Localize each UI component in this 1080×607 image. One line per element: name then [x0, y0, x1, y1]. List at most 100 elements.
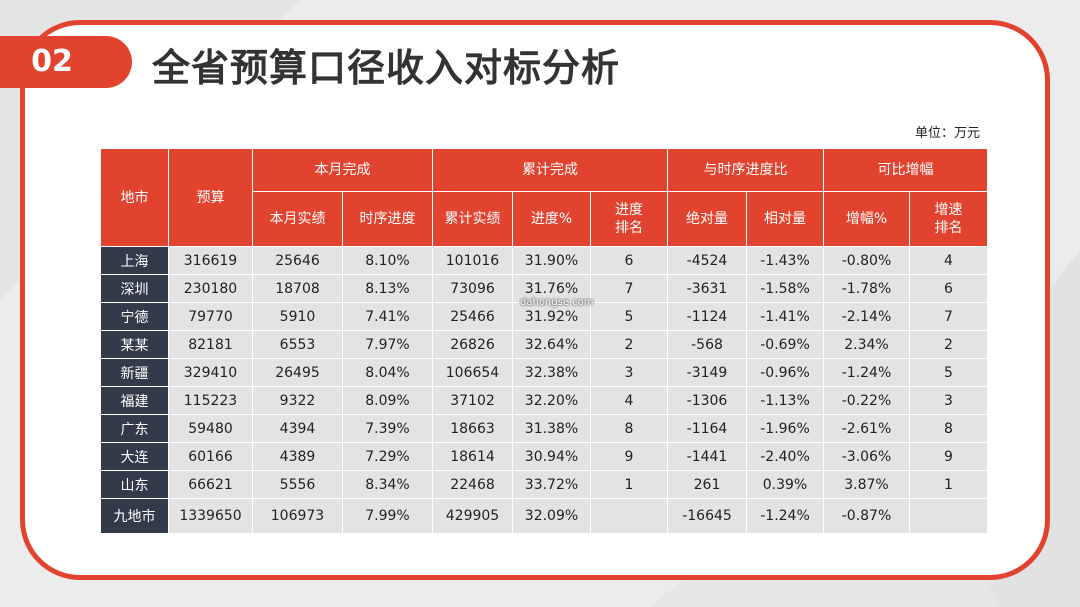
table-row: 新疆 329410 26495 8.04% 106654 32.38% 3 -3149 -0.9… [100, 358, 988, 387]
revenue-benchmark-table: 地市 预算 本月完成 累计完成 与时序进度比 可比增幅 本月实绩 时序进度 累计… [100, 148, 988, 534]
table-cell: 115223 [168, 386, 253, 415]
table-cell: -1.78% [823, 274, 910, 303]
table-cell: -1306 [667, 386, 747, 415]
table-cell: 6553 [252, 330, 343, 359]
table-cell: -1441 [667, 442, 747, 471]
unit-label: 单位：万元 [914, 126, 980, 141]
table-cell: 7 [590, 274, 668, 303]
table-cell: 18663 [432, 414, 513, 443]
table-cell: 22468 [432, 470, 513, 499]
table-row: 大连 60166 4389 7.29% 18614 30.94% 9 -1441 -2.40% -… [100, 442, 988, 471]
table-cell: 0.39% [746, 470, 824, 499]
table-cell: 6 [909, 274, 988, 303]
city-cell: 福建 [100, 386, 169, 415]
table-cell: 18708 [252, 274, 343, 303]
table-cell: -2.14% [823, 302, 910, 331]
table-cell: 8.09% [342, 386, 433, 415]
table-cell: 5 [909, 358, 988, 387]
table-cell: 7.29% [342, 442, 433, 471]
header-comparable-growth-group: 可比增幅 [823, 148, 988, 192]
table-cell: 26495 [252, 358, 343, 387]
table-cell: 32.20% [512, 386, 591, 415]
slide-title: 全省预算口径收入对标分析 [152, 46, 621, 90]
table-cell: 3 [590, 358, 668, 387]
header-cumulative-actual: 累计实绩 [432, 191, 513, 247]
table-row: 宁德 79770 5910 7.41% 25466 31.92% 5 -1124 -1.41% -… [100, 302, 988, 331]
table-cell: 66621 [168, 470, 253, 499]
header-progress-pct: 进度% [512, 191, 591, 247]
table-cell: 7 [909, 302, 988, 331]
table-cell: 32.38% [512, 358, 591, 387]
table-cell: -1164 [667, 414, 747, 443]
city-cell: 宁德 [100, 302, 169, 331]
table-cell: -1124 [667, 302, 747, 331]
table-cell: -1.24% [746, 498, 824, 534]
table-cell: 5556 [252, 470, 343, 499]
city-cell: 九地市 [100, 498, 169, 534]
table-cell: 31.92% [512, 302, 591, 331]
table-cell: 8.34% [342, 470, 433, 499]
table-cell: 4394 [252, 414, 343, 443]
table-cell: -1.43% [746, 246, 824, 275]
header-relative-diff: 相对量 [746, 191, 824, 247]
table-cell: 2.34% [823, 330, 910, 359]
table-cell: 8 [590, 414, 668, 443]
header-time-compare-group: 与时序进度比 [667, 148, 824, 192]
table-cell: -3.06% [823, 442, 910, 471]
table-cell: 30.94% [512, 442, 591, 471]
city-cell: 上海 [100, 246, 169, 275]
table-cell: 18614 [432, 442, 513, 471]
table-cell: -3149 [667, 358, 747, 387]
header-month-group: 本月完成 [252, 148, 433, 192]
header-growth-pct: 增幅% [823, 191, 910, 247]
table-cell: 9 [590, 442, 668, 471]
watermark: dahongse.com [520, 297, 594, 308]
table-cell: 31.76% [512, 274, 591, 303]
table-cell: 1 [590, 470, 668, 499]
table-cell: 101016 [432, 246, 513, 275]
table-cell: 261 [667, 470, 747, 499]
header-progress-rank: 进度 排名 [590, 191, 668, 247]
table-cell: 9322 [252, 386, 343, 415]
table-cell: 31.90% [512, 246, 591, 275]
header-budget: 预算 [168, 148, 253, 247]
table-cell: 230180 [168, 274, 253, 303]
table-cell: 7.99% [342, 498, 433, 534]
table-cell: 37102 [432, 386, 513, 415]
table-cell: 329410 [168, 358, 253, 387]
header-cumulative-group: 累计完成 [432, 148, 668, 192]
city-cell: 大连 [100, 442, 169, 471]
table-cell: -2.61% [823, 414, 910, 443]
header-city: 地市 [100, 148, 169, 247]
table-cell: 8.10% [342, 246, 433, 275]
table-cell: 1 [909, 470, 988, 499]
table-cell: 3 [909, 386, 988, 415]
table-cell: 8.13% [342, 274, 433, 303]
table-row: 福建 115223 9322 8.09% 37102 32.20% 4 -1306 -1.13%… [100, 386, 988, 415]
table-cell: 33.72% [512, 470, 591, 499]
table-cell: 73096 [432, 274, 513, 303]
table-cell: -1.13% [746, 386, 824, 415]
table-cell: 7.41% [342, 302, 433, 331]
table-cell: -1.24% [823, 358, 910, 387]
table-row: 九地市 1339650 106973 7.99% 429905 32.09% -16645-… [100, 498, 988, 534]
header-time-progress: 时序进度 [342, 191, 433, 247]
table-cell: 3.87% [823, 470, 910, 499]
table-cell: 5 [590, 302, 668, 331]
table-cell: 82181 [168, 330, 253, 359]
table-row: 山东 66621 5556 8.34% 22468 33.72% 1 261 0.39% 3.87… [100, 470, 988, 499]
table-cell [909, 498, 988, 534]
city-cell: 山东 [100, 470, 169, 499]
table-cell: 26826 [432, 330, 513, 359]
table-cell: 79770 [168, 302, 253, 331]
table-cell: -568 [667, 330, 747, 359]
table-cell: -0.96% [746, 358, 824, 387]
table-cell: 25466 [432, 302, 513, 331]
table-cell: 106973 [252, 498, 343, 534]
table-cell: 6 [590, 246, 668, 275]
header-absolute-diff: 绝对量 [667, 191, 747, 247]
table-cell: -1.96% [746, 414, 824, 443]
table-cell: 8 [909, 414, 988, 443]
section-number-badge: 02 [0, 36, 132, 88]
table-cell: 429905 [432, 498, 513, 534]
